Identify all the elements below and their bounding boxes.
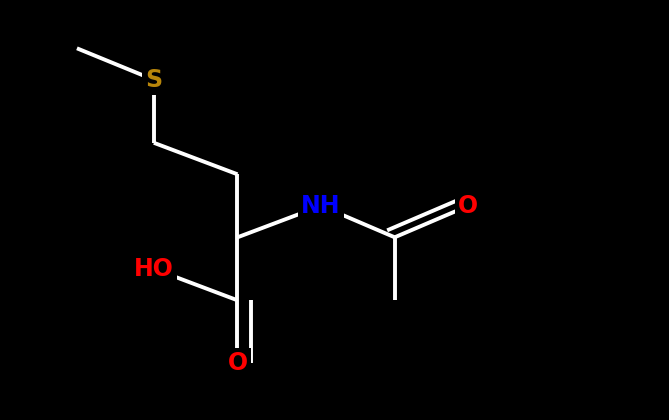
Text: O: O [458, 194, 478, 218]
Text: S: S [145, 68, 163, 92]
Text: HO: HO [134, 257, 174, 281]
Text: NH: NH [301, 194, 341, 218]
Text: O: O [227, 351, 248, 375]
